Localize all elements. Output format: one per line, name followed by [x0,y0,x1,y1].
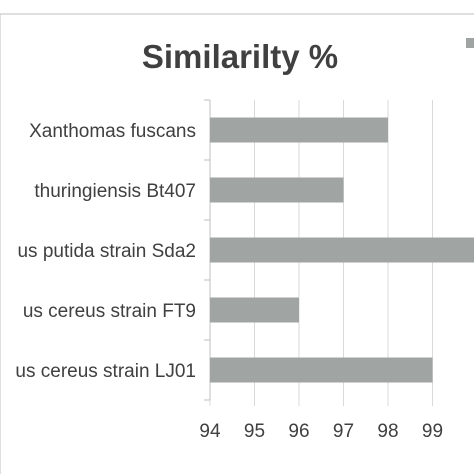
category-label: Xanthomas fuscans [29,121,196,142]
chart-frame [0,13,474,474]
bar [210,177,344,203]
category-label: us cereus strain FT9 [23,301,196,322]
bar [210,357,433,383]
bar [210,237,474,263]
x-tick-label: 95 [244,421,265,442]
chart-title: Similarilty % [142,38,338,75]
x-tick-label: 96 [288,421,309,442]
x-tick-label: 97 [333,421,354,442]
bar [210,297,299,323]
x-tick-label: 98 [377,421,398,442]
bar [210,117,388,143]
legend-swatch [466,38,474,48]
category-label: thuringiensis Bt407 [34,181,196,202]
category-label: us putida strain Sda2 [17,241,196,262]
category-label: us cereus strain LJ01 [15,361,196,382]
x-tick-label: 99 [422,421,443,442]
x-tick-label: 94 [199,421,221,442]
